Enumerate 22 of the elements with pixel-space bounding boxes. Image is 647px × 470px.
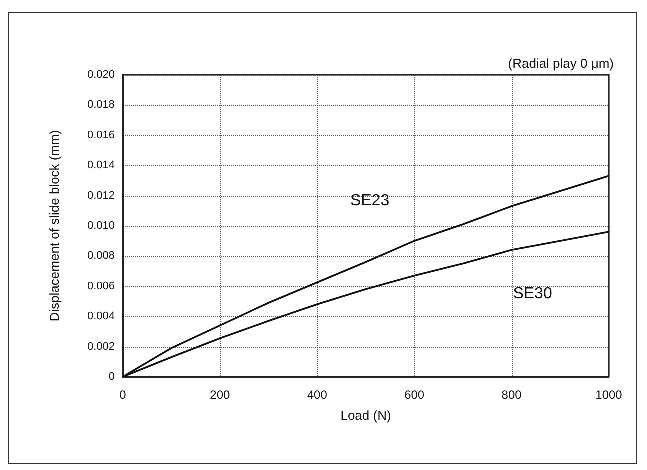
- y-tick-label: 0.008: [87, 250, 115, 262]
- text: SE30: [513, 285, 552, 302]
- y-tick-label: 0.020: [87, 69, 115, 81]
- x-tick-label: 200: [210, 388, 231, 402]
- x-tick-label: 1000: [596, 388, 623, 402]
- y-tick-label: 0.018: [87, 99, 115, 112]
- x-tick-label: 400: [307, 388, 328, 402]
- x-tick-label: 0: [120, 388, 127, 402]
- y-tick-label: 0: [108, 371, 115, 383]
- y-tick-label: 0.016: [87, 129, 115, 142]
- x-axis-title: Load (N): [340, 408, 392, 423]
- y-tick-label: 0.006: [87, 280, 115, 292]
- y-axis-title: Displacement of slide block (mm): [47, 130, 62, 322]
- text: SE23: [350, 192, 390, 210]
- y-tick-label: 0.004: [87, 310, 115, 323]
- y-tick-label: 0.002: [87, 340, 115, 353]
- x-tick-label: 600: [404, 388, 425, 402]
- y-tick-label: 0.012: [87, 190, 115, 202]
- y-tick-label: 0.014: [87, 160, 115, 172]
- x-tick-label: 800: [502, 388, 522, 402]
- y-tick-label: 0.010: [87, 220, 115, 232]
- text: (Radial play 0 μm): [508, 56, 614, 71]
